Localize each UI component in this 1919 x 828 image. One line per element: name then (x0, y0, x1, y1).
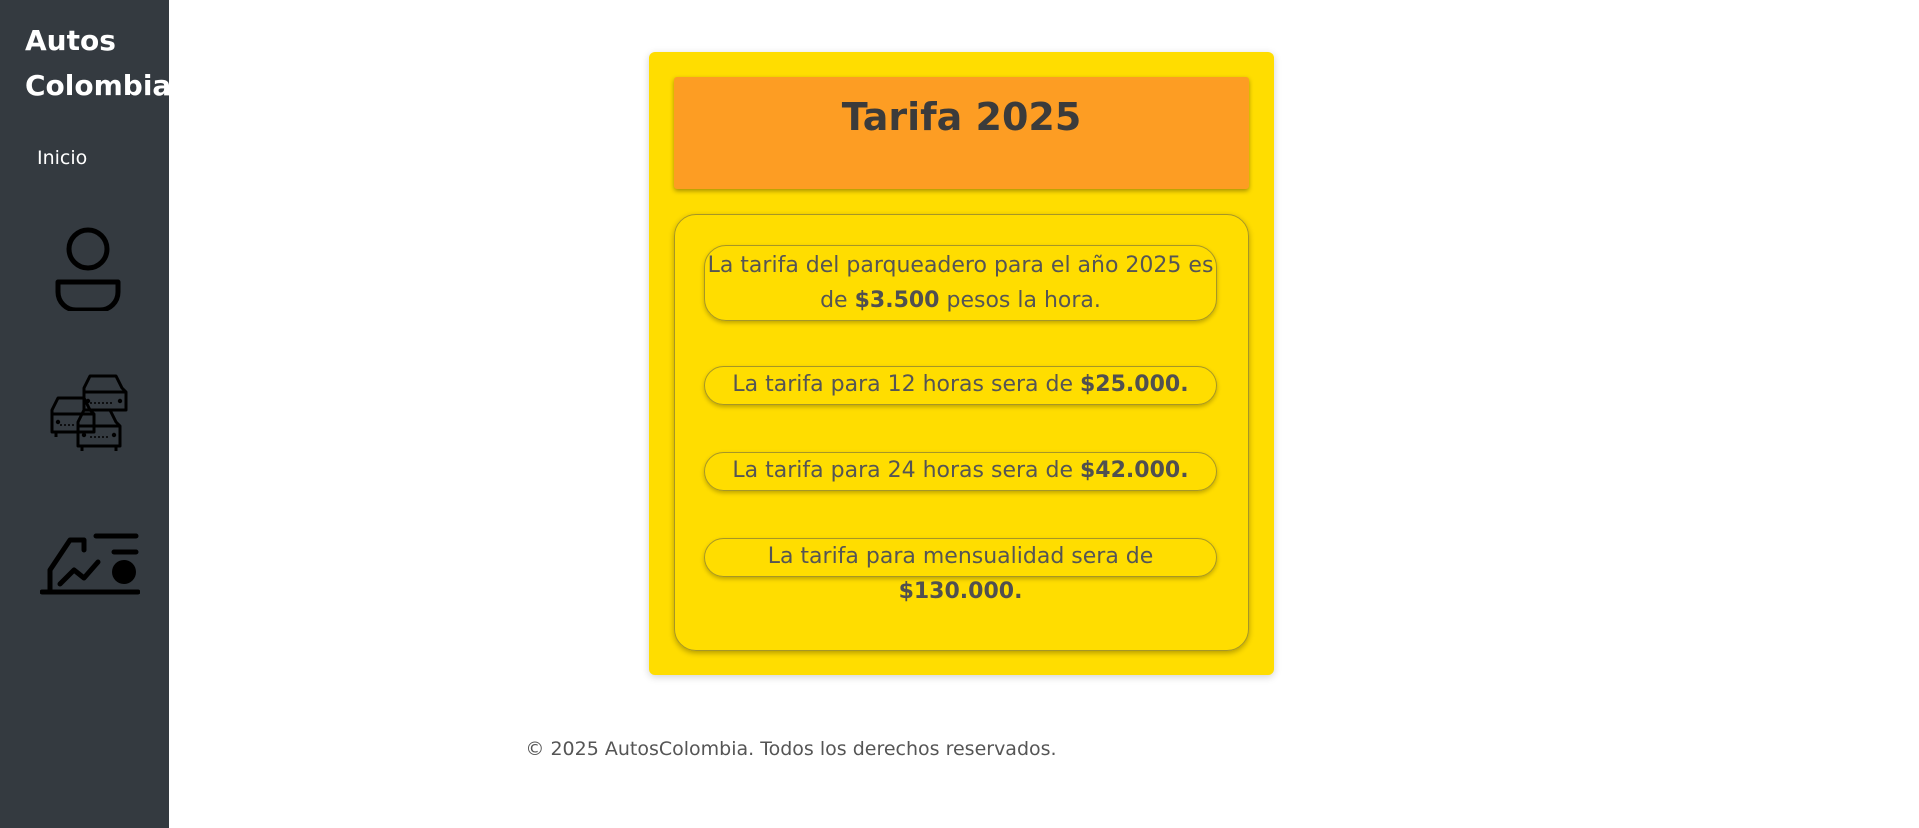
user-icon[interactable] (52, 225, 124, 311)
rate-12-prefix: La tarifa para 12 horas sera de (732, 372, 1080, 397)
nav-link-inicio[interactable]: Inicio (37, 147, 88, 169)
sidebar: Autos Colombia Inicio (0, 0, 172, 828)
rate-24-hours: La tarifa para 24 horas sera de $42.000. (704, 452, 1217, 491)
rate-monthly-value: $130.000. (898, 579, 1023, 604)
main-content: Tarifa 2025 La tarifa del parqueadero pa… (169, 0, 1919, 828)
rate-hourly-value: $3.500 (854, 288, 940, 313)
rate-hourly-suffix: pesos la hora. (939, 288, 1101, 313)
card-body: La tarifa del parqueadero para el año 20… (674, 214, 1249, 651)
rate-monthly-prefix: La tarifa para mensualidad sera de (767, 544, 1154, 569)
rate-12-value: $25.000. (1080, 372, 1189, 397)
page-title: Tarifa 2025 (841, 95, 1082, 139)
rate-hourly-prefix: La tarifa del parqueadero para el año 20… (707, 253, 1214, 313)
rate-24-prefix: La tarifa para 24 horas sera de (732, 458, 1080, 483)
brand-line-1: Autos (25, 24, 116, 57)
rates-card: Tarifa 2025 La tarifa del parqueadero pa… (649, 52, 1274, 675)
rate-24-value: $42.000. (1080, 458, 1189, 483)
rate-monthly: La tarifa para mensualidad sera de $130.… (704, 538, 1217, 604)
rate-12-hours: La tarifa para 12 horas sera de $25.000. (704, 366, 1217, 405)
brand-line-2: Colombia (25, 69, 172, 102)
footer-copyright: © 2025 AutosColombia. Todos los derechos… (525, 738, 1057, 760)
rate-hourly: La tarifa del parqueadero para el año 20… (704, 245, 1217, 321)
cars-icon[interactable] (48, 372, 128, 452)
card-header: Tarifa 2025 (674, 77, 1249, 189)
parking-driver-icon[interactable] (40, 532, 140, 597)
brand-logo-text[interactable]: Autos Colombia (25, 18, 172, 108)
